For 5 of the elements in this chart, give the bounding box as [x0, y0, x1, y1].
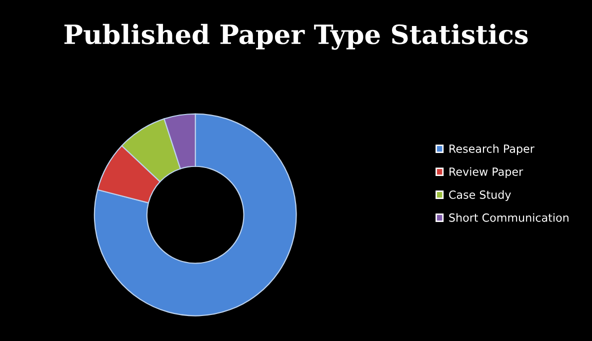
legend-label: Review Paper: [450, 167, 524, 178]
legend-label: Case Study: [449, 190, 511, 202]
legend-label: Research Paper: [450, 144, 534, 156]
chart-title: Published Paper Type Statistics: [64, 24, 528, 50]
legend-label: Short Communication: [449, 213, 568, 222]
